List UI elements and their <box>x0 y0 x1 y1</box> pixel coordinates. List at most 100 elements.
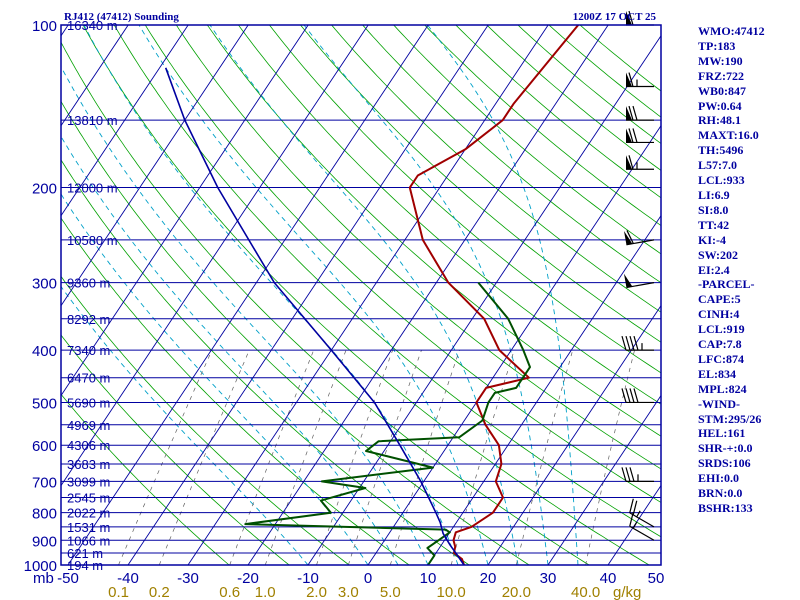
isotherm-line <box>67 25 429 565</box>
dry-adiabat <box>362 25 661 284</box>
isotherm-line <box>187 25 549 565</box>
height-label: 2022 m <box>67 506 110 521</box>
index-item: RH:48.1 <box>698 113 741 128</box>
index-item: TH:5496 <box>698 143 744 158</box>
temperature-tick-label: 0 <box>364 570 372 587</box>
sounding-indices: WMO:47412 TP:183 MW:190 FRZ:722 WB0:847 PW:0.… <box>698 24 765 516</box>
isotherm-line <box>0 25 8 565</box>
moist-adiabat <box>138 25 489 565</box>
profile-series <box>164 25 579 565</box>
isotherm-line <box>61 25 369 487</box>
mixing-ratio-tick-label: 10.0 <box>437 584 466 600</box>
dry-adiabat <box>300 25 661 343</box>
height-label: 12000 m <box>67 181 118 196</box>
mixing-ratio-line <box>158 349 250 565</box>
mixing-ratio-line <box>316 349 394 565</box>
height-label: 621 m <box>67 546 103 561</box>
index-item: KI:-4 <box>698 232 726 247</box>
wind-barb <box>623 273 655 289</box>
temperature-tick-label: 50 <box>648 570 665 587</box>
dry-adiabat <box>175 25 661 470</box>
dry-adiabat <box>548 25 661 118</box>
mixing-ratio-line <box>515 350 574 565</box>
index-item: HEL:161 <box>698 426 746 441</box>
pressure-tick-label: 700 <box>32 474 57 491</box>
pressure-tick-label: 500 <box>32 395 57 412</box>
dry-adiabat <box>61 393 230 565</box>
isotherm-line <box>61 25 189 217</box>
index-item: TP:183 <box>698 38 736 53</box>
index-item: CINH:4 <box>698 307 740 322</box>
isotherm-line <box>367 124 661 565</box>
height-label: 4306 m <box>67 438 110 453</box>
index-item: MPL:824 <box>698 381 747 396</box>
temperature-tick-label: -10 <box>297 570 319 587</box>
height-label: 9360 m <box>67 276 110 291</box>
pressure-tick-label: 900 <box>32 533 57 550</box>
pressure-tick-label: 200 <box>32 181 57 198</box>
index-item: LI:6.9 <box>698 187 730 202</box>
index-item: FRZ:722 <box>698 68 744 83</box>
wind-barb <box>621 335 654 351</box>
temperature-tick-label: 10 <box>420 570 437 587</box>
temperature-tick-label: -40 <box>117 570 139 587</box>
height-label: 8292 m <box>67 312 110 327</box>
mixing-ratio-line <box>118 349 213 565</box>
mixing-ratio-tick-label: 0.2 <box>149 584 170 600</box>
moist-adiabat <box>83 25 459 565</box>
isotherm-line <box>61 25 309 397</box>
temperature-tick-label: 40 <box>600 570 617 587</box>
height-label: 10580 m <box>67 233 118 248</box>
wind-barbs <box>621 10 655 541</box>
moist-adiabat <box>427 25 579 565</box>
height-label: 194 m <box>67 558 103 573</box>
mixing-ratio-tick-label: 5.0 <box>380 584 401 600</box>
wind-barb <box>626 72 654 88</box>
height-label: 5690 m <box>67 395 110 410</box>
isotherm-line <box>247 25 609 565</box>
temperature-tick-label: -20 <box>237 570 259 587</box>
mixing-ratio-tick-label: 20.0 <box>502 584 531 600</box>
isotherm-line <box>61 25 249 307</box>
index-item: LCL:919 <box>698 322 745 337</box>
chart-title: RJ412 (47412) Sounding <box>64 11 179 23</box>
index-item: MW:190 <box>698 53 743 68</box>
dry-adiabat <box>331 25 661 313</box>
mixing-ratio-tick-label: 2.0 <box>306 584 327 600</box>
height-label: 16340 m <box>67 18 118 33</box>
moist-adiabat <box>209 25 519 565</box>
index-item: EHI:0.0 <box>698 471 740 486</box>
temperature-profile <box>408 25 579 565</box>
temperature-tick-label: -50 <box>57 570 79 587</box>
pressure-tick-label: 400 <box>32 343 57 360</box>
wind-barb <box>626 128 654 144</box>
index-item: LFC:874 <box>698 351 744 366</box>
index-item: BRN:0.0 <box>698 486 743 501</box>
index-item: BSHR:133 <box>698 501 753 515</box>
mixing-ratio-line <box>229 349 315 565</box>
index-item: CAP:7.8 <box>698 337 742 352</box>
dry-adiabat <box>269 25 661 374</box>
dry-adiabat <box>393 25 661 255</box>
dry-adiabat <box>424 25 661 227</box>
dry-adiabat <box>82 25 650 565</box>
index-item: SHR-+:0.0 <box>698 441 753 456</box>
isotherm-line <box>61 25 129 127</box>
dry-adiabat <box>113 25 661 538</box>
isotherm-line <box>487 304 661 565</box>
index-item: CAPE:5 <box>698 292 741 307</box>
height-label: 1066 m <box>67 533 110 548</box>
index-item: -WIND- <box>698 396 740 411</box>
height-label: 13810 m <box>67 113 118 128</box>
index-item: L57:7.0 <box>698 158 737 173</box>
mixing-ratio-tick-label: 1.0 <box>255 584 276 600</box>
dewpoint-profile <box>244 281 531 565</box>
wind-barb <box>626 105 654 121</box>
mixing-ratio-tick-label: 0.1 <box>108 584 129 600</box>
pressure-tick-label: 800 <box>32 506 57 523</box>
index-item: WMO:47412 <box>698 24 765 38</box>
mixing-ratio-tick-label: 0.6 <box>219 584 240 600</box>
parcel-profile <box>164 67 465 565</box>
index-item: SW:202 <box>698 247 739 262</box>
